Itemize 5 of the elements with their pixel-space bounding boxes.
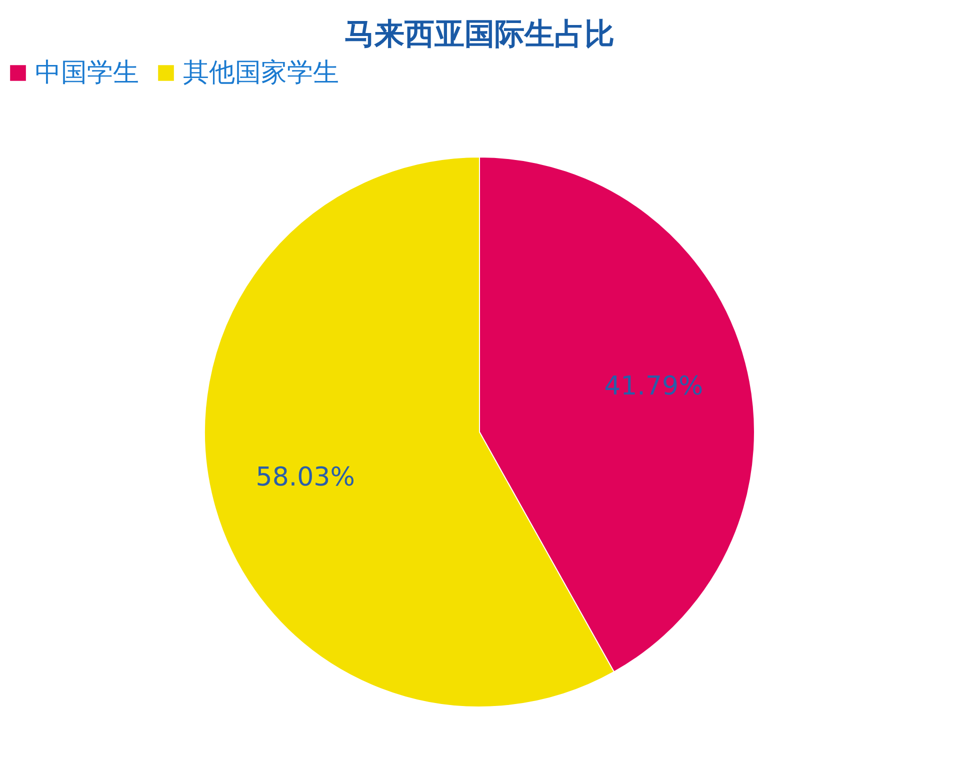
data-label: 58.03% xyxy=(256,462,355,492)
legend-label: 其他国家学生 xyxy=(183,58,339,88)
chart-title: 马来西亚国际生占比 xyxy=(344,17,614,52)
legend-label: 中国学生 xyxy=(35,58,139,88)
data-label: 41.79% xyxy=(604,372,704,402)
